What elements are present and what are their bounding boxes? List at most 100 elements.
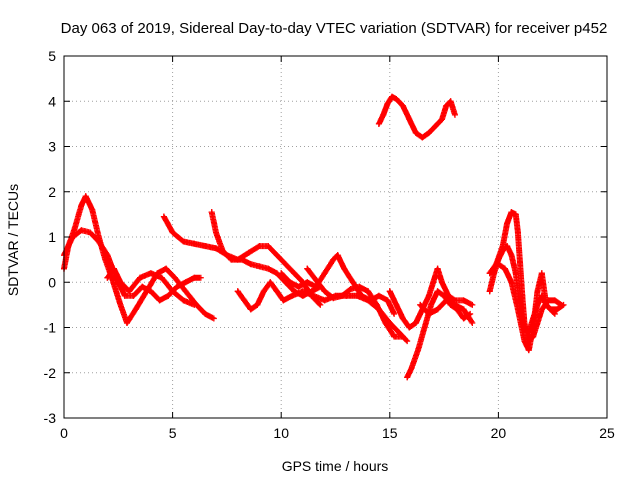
data-point [356, 283, 363, 290]
data-point [147, 270, 154, 277]
data-point [460, 297, 467, 304]
series-arc-9 [375, 93, 458, 141]
x-axis-label: GPS time / hours [282, 458, 389, 474]
data-point [508, 252, 515, 259]
grid [64, 56, 607, 418]
data-point [391, 310, 398, 317]
data-point [432, 123, 439, 130]
data-point [312, 276, 319, 283]
data-point [121, 292, 128, 299]
data-point [517, 261, 524, 268]
data-point [104, 252, 111, 259]
data-point [245, 249, 252, 256]
data-point [280, 297, 287, 304]
data-point [126, 288, 133, 295]
data-point [425, 310, 432, 317]
data-point [399, 315, 406, 322]
series-arc-5 [208, 209, 324, 299]
data-point [299, 288, 306, 295]
data-point [386, 288, 393, 295]
data-point [82, 193, 89, 200]
data-point [213, 229, 220, 236]
data-point [89, 206, 96, 213]
series-arc-11 [386, 265, 476, 331]
data-point [104, 274, 111, 281]
data-point [87, 229, 94, 236]
data-point [349, 279, 356, 286]
data-point [447, 98, 454, 105]
data-point [330, 295, 337, 302]
y-tick-label: 3 [48, 139, 56, 155]
data-point [408, 365, 415, 372]
data-point [78, 202, 85, 209]
chart-title: Day 063 of 2019, Sidereal Day-to-day VTE… [61, 20, 608, 37]
data-point [438, 116, 445, 123]
data-point [521, 338, 528, 345]
data-point [69, 234, 76, 240]
data-point [382, 319, 389, 326]
y-tick-label: 1 [48, 229, 56, 245]
data-point [534, 288, 541, 295]
data-point [110, 265, 117, 272]
data-point [384, 297, 391, 304]
data-point [191, 274, 198, 281]
data-point [219, 247, 226, 254]
data-point [495, 261, 502, 268]
data-point [180, 297, 187, 304]
series-arc-12 [417, 297, 476, 326]
data-point [499, 247, 506, 254]
data-point [469, 301, 476, 308]
series-arc-8 [304, 265, 406, 340]
data-point [239, 256, 246, 263]
data-point [123, 319, 130, 326]
data-point [512, 270, 519, 277]
data-point [247, 306, 254, 313]
data-point [551, 310, 558, 317]
data-point [117, 301, 124, 308]
data-point [182, 279, 189, 286]
data-point [160, 213, 167, 220]
data-point [417, 301, 424, 308]
data-point [443, 102, 450, 109]
y-tick-label: 2 [48, 184, 56, 200]
data-point [282, 261, 289, 268]
data-point [321, 270, 328, 277]
data-point [554, 306, 561, 313]
y-tick-label: -2 [44, 365, 57, 381]
data-point [321, 288, 328, 295]
data-point [425, 292, 432, 299]
y-axis-label: SDTVAR / TECUs [5, 184, 21, 296]
data-point [404, 338, 411, 345]
axes: 0 5 10 15 20 25 -3 -2 -1 0 1 2 3 4 5 [44, 48, 615, 441]
data-point [234, 288, 241, 295]
data-point [334, 252, 341, 259]
data-point [406, 324, 413, 331]
data-point [289, 292, 296, 299]
plot-frame [63, 55, 608, 419]
data-point [460, 306, 467, 313]
data-point [71, 224, 78, 231]
data-point [451, 111, 458, 118]
data-point [165, 292, 172, 299]
data-point [380, 111, 387, 118]
y-tick-label: 4 [48, 93, 56, 109]
data-point [139, 283, 146, 290]
data-point [210, 315, 217, 322]
data-point [95, 238, 102, 245]
data-point [388, 93, 395, 100]
data-point [278, 270, 285, 277]
data-point [412, 319, 419, 326]
data-point [530, 324, 537, 331]
data-point [375, 120, 382, 127]
y-tick-label: 5 [48, 48, 56, 64]
data-point [504, 243, 511, 250]
x-tick-label: 15 [382, 425, 398, 441]
data-point [404, 374, 411, 381]
data-point [295, 283, 302, 290]
data-point [158, 274, 165, 281]
data-point [412, 129, 419, 136]
x-tick-label: 0 [60, 425, 68, 441]
series-markers [386, 265, 475, 331]
data-point [391, 333, 398, 340]
data-point [256, 243, 263, 250]
